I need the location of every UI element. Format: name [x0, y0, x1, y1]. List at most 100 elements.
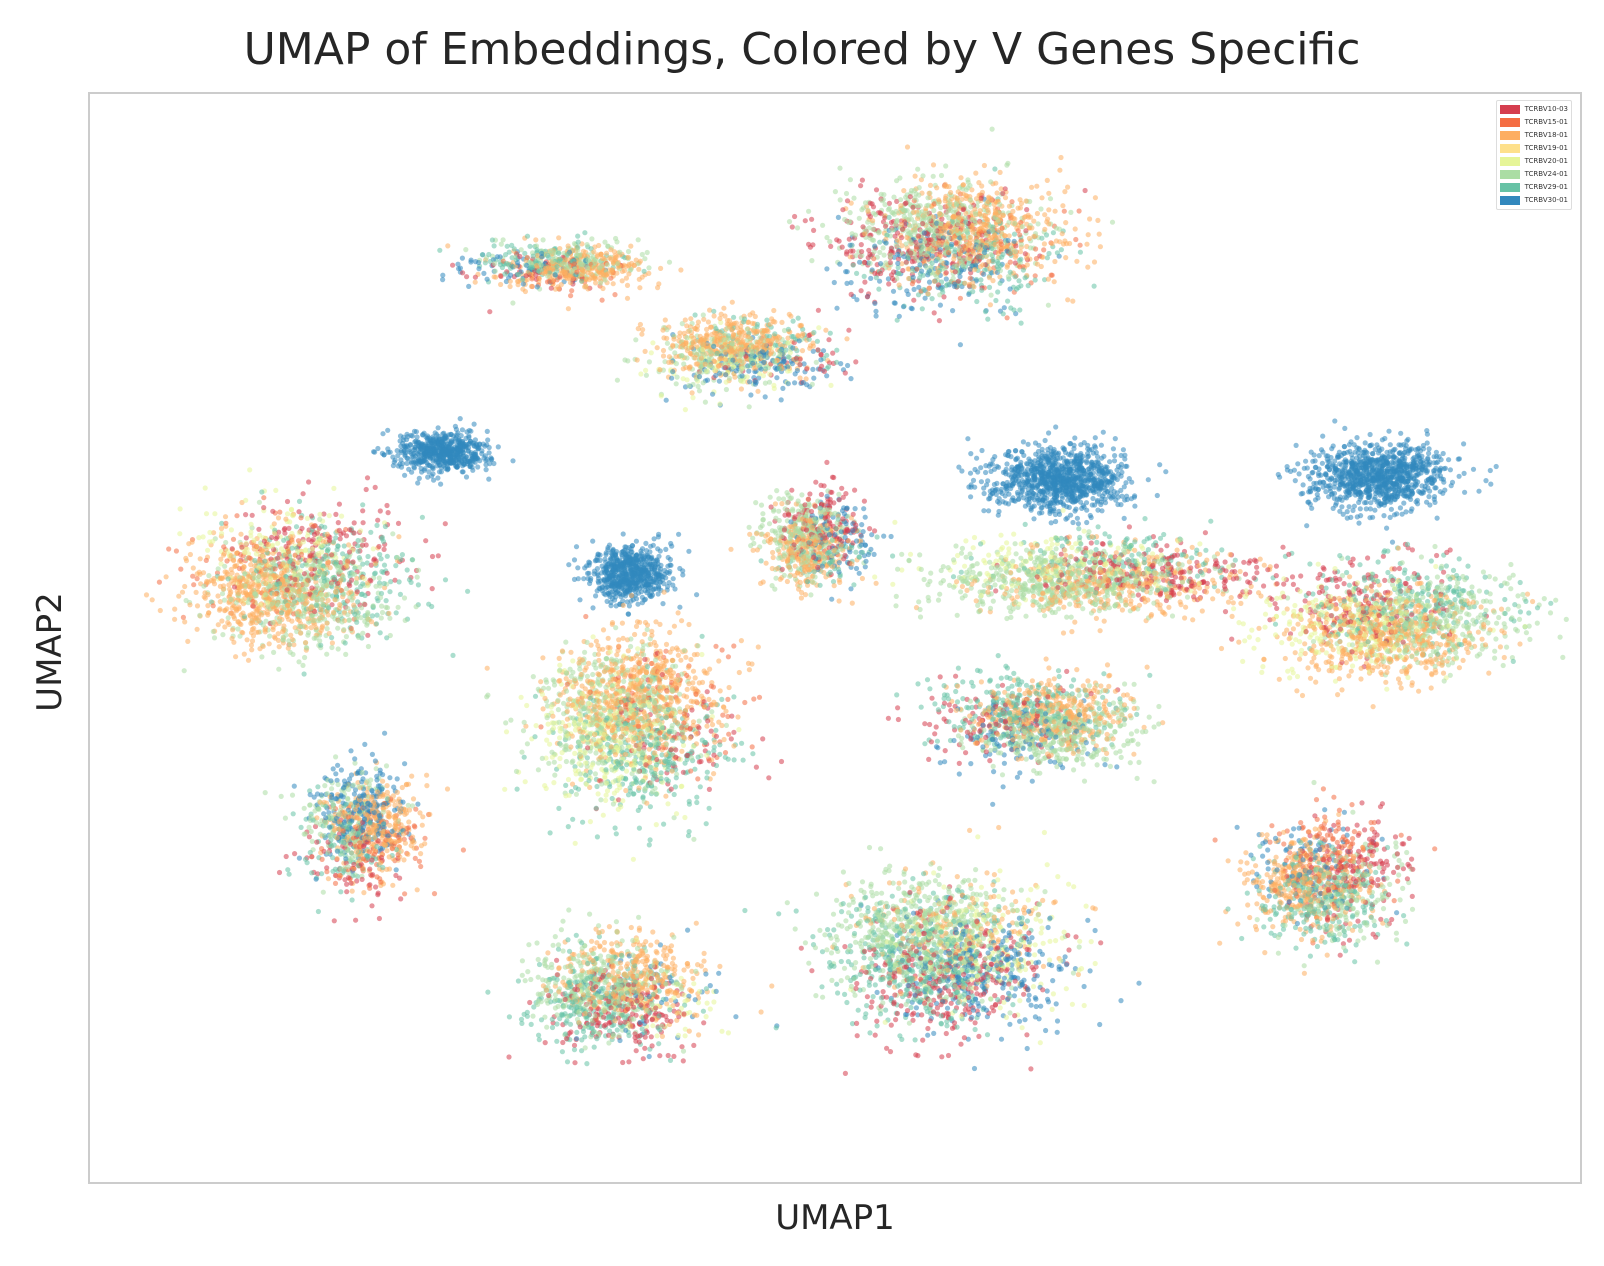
scatter-point	[638, 371, 644, 377]
scatter-point	[810, 366, 816, 372]
scatter-point	[983, 232, 989, 238]
scatter-point	[1096, 231, 1102, 237]
scatter-point	[402, 472, 408, 478]
scatter-point	[909, 268, 916, 274]
scatter-point	[730, 357, 736, 363]
scatter-point	[711, 358, 717, 364]
scatter-point	[824, 373, 830, 379]
scatter-point	[795, 333, 802, 339]
scatter-point	[972, 267, 978, 273]
scatter-point	[642, 348, 648, 354]
scatter-point	[1004, 315, 1010, 321]
scatter-point	[203, 511, 210, 517]
scatter-point	[921, 286, 927, 293]
scatter-point	[858, 288, 864, 294]
scatter-point	[534, 284, 540, 290]
scatter-point	[888, 252, 894, 258]
scatter-point	[952, 269, 958, 275]
scatter-point	[842, 370, 848, 376]
scatter-point	[360, 508, 366, 514]
scatter-point	[814, 338, 821, 344]
scatter-point	[503, 252, 509, 258]
scatter-point	[999, 254, 1005, 260]
scatter-point	[487, 309, 493, 315]
scatter-point	[924, 203, 930, 209]
scatter-point	[811, 227, 817, 233]
scatter-point	[222, 514, 229, 520]
scatter-point	[785, 340, 791, 346]
scatter-point	[824, 266, 830, 272]
scatter-point	[420, 432, 426, 438]
scatter-point	[251, 625, 257, 631]
scatter-point	[363, 486, 369, 493]
scatter-point	[967, 197, 974, 203]
scatter-point	[486, 450, 492, 456]
scatter-point	[569, 276, 575, 282]
scatter-point	[194, 576, 200, 582]
scatter-point	[355, 599, 361, 605]
scatter-point	[423, 538, 429, 544]
scatter-point	[859, 177, 866, 183]
scatter-point	[723, 379, 729, 385]
scatter-point	[811, 329, 817, 336]
scatter-point	[938, 172, 945, 179]
scatter-point	[402, 451, 408, 458]
scatter-point	[515, 282, 521, 288]
scatter-point	[384, 502, 390, 509]
scatter-point	[387, 615, 393, 621]
scatter-point	[333, 511, 339, 517]
scatter-point	[997, 201, 1003, 207]
scatter-point	[205, 579, 211, 585]
scatter-point	[1009, 199, 1015, 205]
scatter-point	[941, 294, 947, 300]
scatter-point	[241, 651, 247, 657]
scatter-point	[926, 285, 932, 292]
scatter-point	[441, 430, 447, 436]
scatter-point	[460, 469, 466, 475]
scatter-point	[626, 263, 632, 269]
scatter-point	[747, 312, 753, 318]
scatter-point	[945, 281, 951, 287]
scatter-point	[249, 512, 255, 518]
scatter-point	[343, 634, 349, 640]
scatter-point	[355, 543, 361, 549]
scatter-point	[1041, 241, 1047, 247]
scatter-point	[384, 570, 390, 576]
scatter-point	[457, 416, 463, 422]
scatter-point	[834, 305, 840, 311]
scatter-point	[207, 529, 213, 536]
scatter-point	[583, 276, 589, 282]
scatter-point	[931, 278, 938, 284]
scatter-point	[950, 275, 956, 281]
scatter-point	[556, 250, 562, 256]
scatter-point	[450, 447, 456, 453]
scatter-point	[706, 357, 712, 363]
scatter-point	[599, 255, 605, 262]
scatter-point	[847, 177, 854, 183]
scatter-point	[768, 351, 774, 357]
scatter-point	[877, 249, 883, 255]
scatter-point	[1070, 298, 1076, 304]
scatter-point	[999, 225, 1005, 231]
scatter-point	[370, 546, 376, 552]
scatter-point	[878, 270, 884, 277]
scatter-point	[689, 333, 695, 339]
scatter-point	[700, 380, 706, 386]
scatter-point	[527, 243, 533, 249]
scatter-point	[708, 324, 715, 330]
scatter-point	[1005, 237, 1011, 244]
scatter-point	[484, 276, 490, 282]
scatter-point	[1038, 206, 1044, 212]
scatter-point	[713, 372, 719, 379]
scatter-point	[504, 243, 510, 249]
scatter-point	[915, 203, 921, 209]
scatter-point	[1042, 226, 1048, 232]
scatter-point	[816, 325, 822, 331]
scatter-point	[982, 309, 989, 315]
scatter-point	[806, 332, 812, 339]
scatter-point	[455, 430, 461, 436]
scatter-point	[862, 279, 868, 285]
scatter-point	[149, 597, 155, 603]
scatter-point	[305, 632, 311, 638]
scatter-point	[457, 265, 463, 271]
